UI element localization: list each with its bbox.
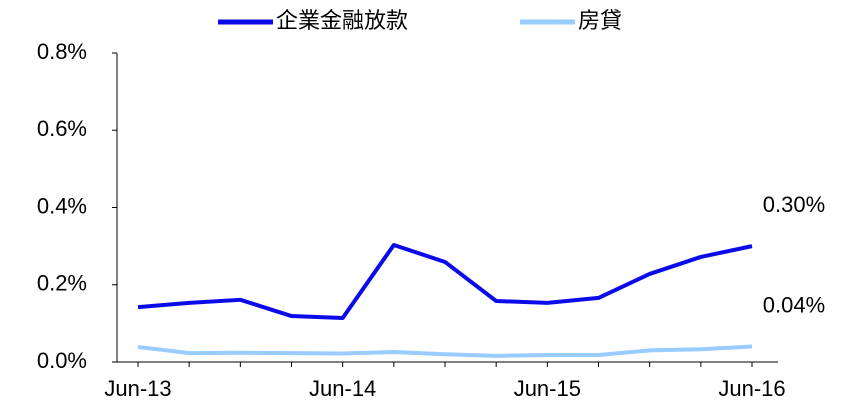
y-tick-label: 0.8% bbox=[37, 39, 87, 64]
x-tick-label: Jun-15 bbox=[514, 376, 581, 401]
y-tick-label: 0.2% bbox=[37, 271, 87, 296]
x-tick-label: Jun-16 bbox=[718, 376, 785, 401]
series-line bbox=[137, 344, 753, 358]
value-label: 0.04% bbox=[763, 292, 825, 317]
value-label: 0.30% bbox=[763, 192, 825, 217]
series-line bbox=[137, 242, 753, 320]
legend-label: 房貸 bbox=[578, 8, 622, 33]
x-tick-label: Jun-13 bbox=[104, 376, 171, 401]
legend-label: 企業金融放款 bbox=[276, 8, 408, 33]
y-tick-label: 0.0% bbox=[37, 348, 87, 373]
x-tick-label: Jun-14 bbox=[309, 376, 376, 401]
y-tick-label: 0.6% bbox=[37, 116, 87, 141]
y-tick-label: 0.4% bbox=[37, 193, 87, 218]
